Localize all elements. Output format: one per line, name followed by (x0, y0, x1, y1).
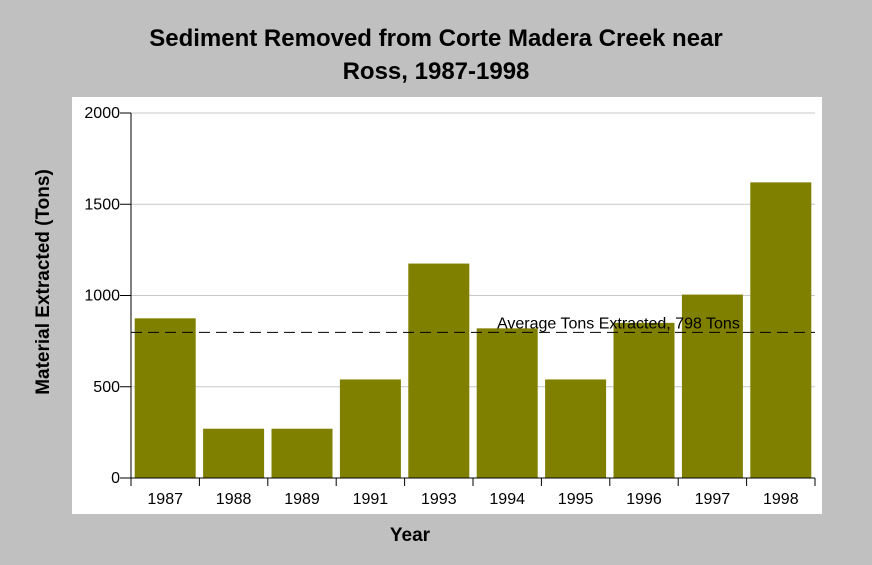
y-tick-label-1: 500 (93, 379, 120, 396)
x-tick-label-1995: 1995 (558, 491, 594, 508)
x-tick-label-1991: 1991 (353, 491, 389, 508)
bar-1998 (750, 182, 812, 478)
bar-1994 (476, 328, 538, 478)
y-tick-label-3: 1500 (84, 196, 120, 213)
bars (134, 182, 812, 478)
x-tick-label-1993: 1993 (421, 491, 457, 508)
bar-1988 (203, 428, 265, 478)
chart-title-line1: Sediment Removed from Corte Madera Creek… (149, 25, 723, 52)
bar-1987 (134, 318, 196, 478)
x-tick-labels: 1987 1988 1989 1991 1993 1994 1995 1996 1997 1998 (147, 491, 798, 508)
axes (120, 112, 816, 486)
x-axis-label: Year (390, 525, 431, 546)
bar-1996 (613, 322, 675, 478)
x-tick-label-1987: 1987 (147, 491, 183, 508)
bar-1993 (408, 263, 470, 478)
y-axis-label: Material Extracted (Tons) (33, 169, 54, 395)
x-tick-label-1989: 1989 (284, 491, 320, 508)
bar-1991 (339, 379, 401, 478)
x-tick-label-1994: 1994 (489, 491, 525, 508)
y-tick-labels: 0 500 1000 1500 2000 (84, 105, 120, 487)
bar-1995 (545, 379, 607, 478)
bar-1989 (271, 428, 333, 478)
y-tick-label-4: 2000 (84, 105, 120, 122)
x-tick-label-1997: 1997 (695, 491, 731, 508)
y-tick-label-0: 0 (111, 470, 120, 487)
chart-title-line2: Ross, 1987-1998 (343, 58, 530, 85)
x-tick-label-1998: 1998 (763, 491, 799, 508)
x-tick-label-1996: 1996 (626, 491, 662, 508)
y-tick-label-2: 1000 (84, 288, 120, 305)
average-line-label: Average Tons Extracted, 798 Tons (497, 315, 740, 332)
x-tick-label-1988: 1988 (216, 491, 252, 508)
average-line-group: Average Tons Extracted, 798 Tons (131, 315, 815, 333)
bar-1997 (681, 294, 743, 478)
